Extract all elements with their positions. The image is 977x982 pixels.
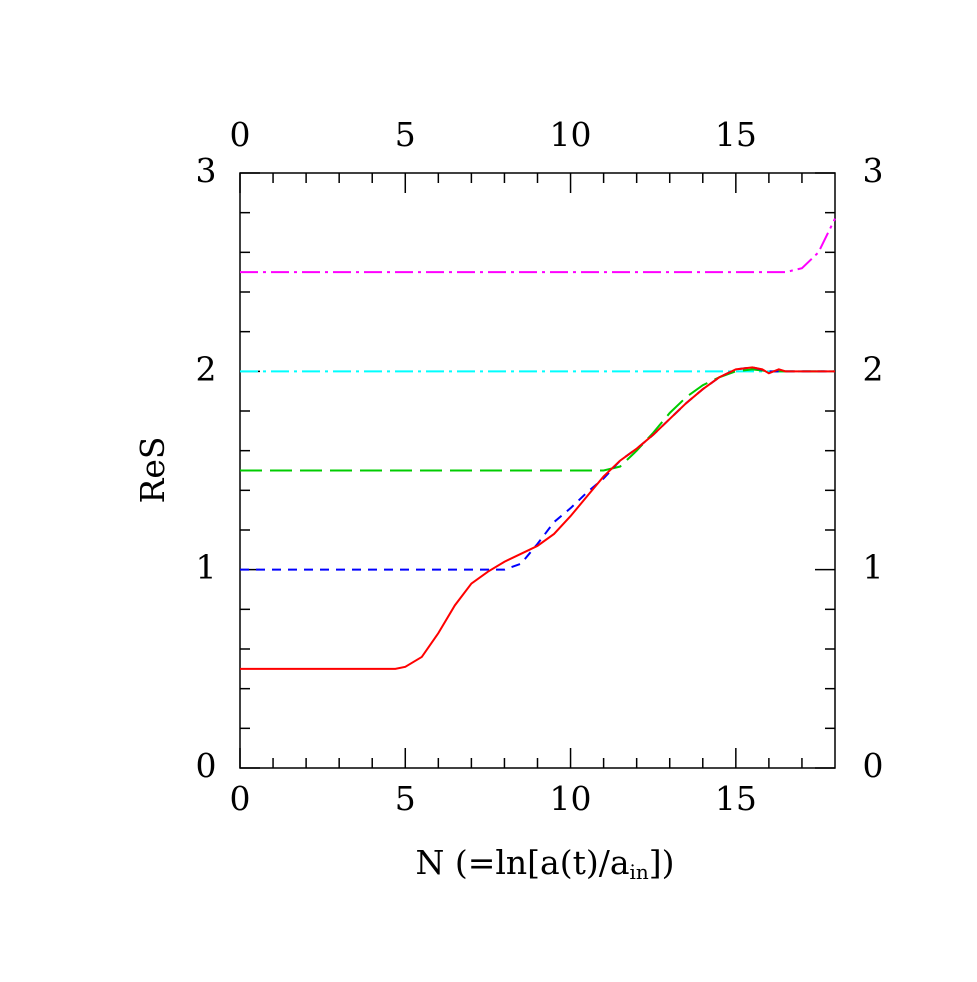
series-line — [240, 218, 836, 274]
y-tick-label-right: 0 — [863, 746, 884, 785]
x-axis-label: N (=ln[a(t)/ain]) — [415, 843, 674, 884]
series-line — [240, 366, 835, 670]
y-tick-label: 1 — [196, 548, 217, 587]
y-axis-label: ReS — [133, 437, 172, 504]
x-tick-label: 15 — [715, 779, 757, 818]
x-label-main: N (=ln[a(t)/a — [415, 843, 629, 882]
y-tick-label: 2 — [196, 349, 217, 388]
x-label-sub: in — [630, 860, 649, 884]
x-tick-label-top: 5 — [395, 115, 416, 154]
x-tick-label: 10 — [550, 779, 592, 818]
plot-frame — [239, 172, 836, 769]
series-line — [240, 368, 835, 472]
x-tick-label-top: 15 — [715, 115, 757, 154]
y-tick-label: 0 — [196, 746, 217, 785]
y-tick-label-right: 2 — [863, 349, 884, 388]
y-tick-label-right: 1 — [863, 548, 884, 587]
x-tick-label-top: 10 — [550, 115, 592, 154]
x-tick-label-top: 0 — [230, 115, 251, 154]
x-tick-label: 5 — [395, 779, 416, 818]
x-tick-label: 0 — [230, 779, 251, 818]
y-tick-label: 3 — [196, 151, 217, 190]
series-line — [240, 366, 835, 571]
y-tick-label-right: 3 — [863, 151, 884, 190]
x-label-tail: ]) — [649, 843, 675, 882]
